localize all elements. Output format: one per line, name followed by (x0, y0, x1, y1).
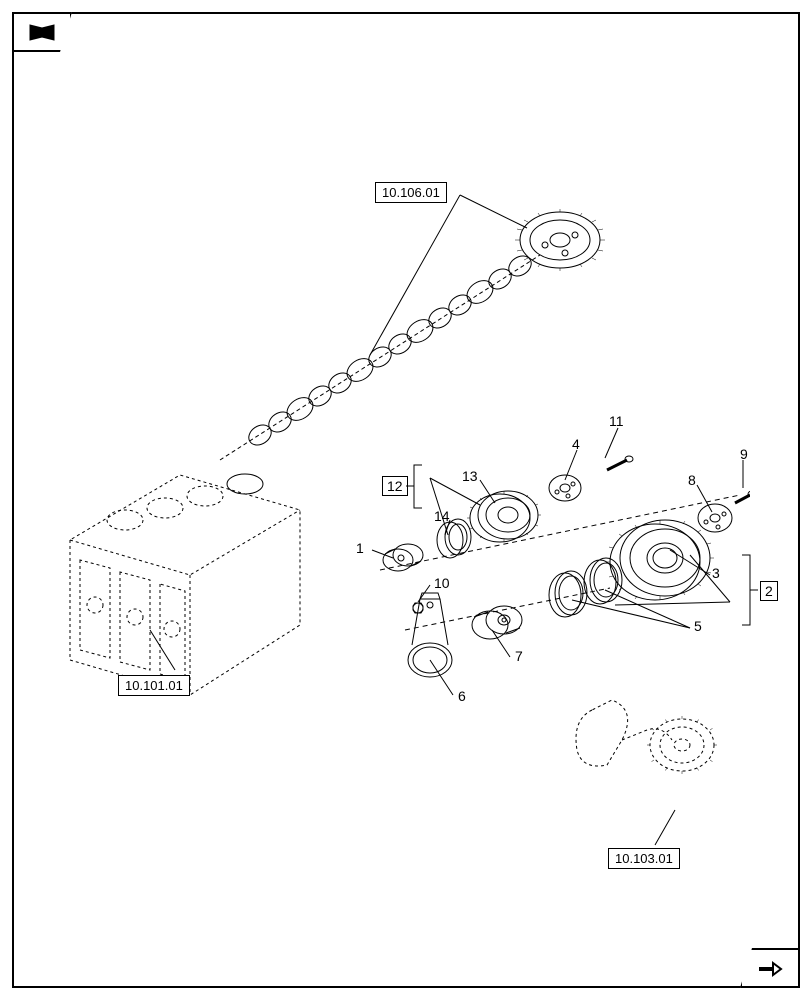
diagram-area: 10.106.01 10.101.01 10.103.01 1 2 3 4 5 … (30, 60, 782, 940)
callout-5: 5 (694, 618, 702, 634)
callout-3: 3 (712, 565, 720, 581)
camshaft-drawing (210, 200, 630, 480)
cylinder-block-ref-box: 10.101.01 (118, 675, 190, 696)
crankshaft-ref-box: 10.103.01 (608, 848, 680, 869)
crankshaft-drawing (562, 670, 722, 810)
callout-9: 9 (740, 446, 748, 462)
cylinder-block-drawing (50, 460, 310, 700)
camshaft-ref-box: 10.106.01 (375, 182, 447, 203)
callout-14: 14 (434, 508, 450, 524)
callout-10: 10 (434, 575, 450, 591)
callout-7: 7 (515, 648, 523, 664)
callout-4: 4 (572, 436, 580, 452)
callout-2: 2 (760, 581, 778, 601)
callout-11: 11 (609, 413, 624, 429)
callout-13: 13 (462, 468, 478, 484)
arrow-icon (755, 956, 785, 981)
callout-8: 8 (688, 472, 696, 488)
callout-1: 1 (356, 540, 364, 556)
callout-12: 12 (382, 476, 408, 496)
book-icon (27, 20, 57, 45)
callout-6: 6 (458, 688, 466, 704)
